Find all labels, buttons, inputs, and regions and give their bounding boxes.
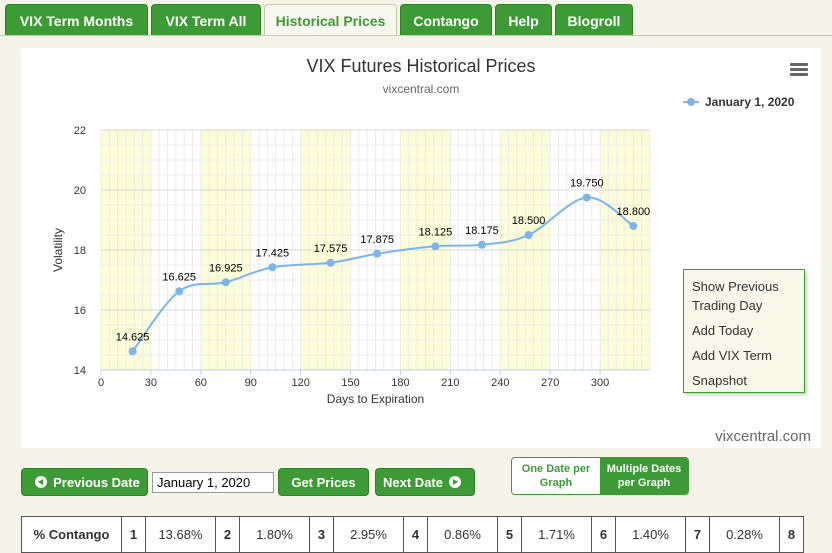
y-tick-label: 16 — [74, 305, 86, 317]
contango-value: 0.86% — [427, 516, 498, 553]
data-point — [175, 287, 184, 296]
x-tick-label: 270 — [541, 377, 559, 389]
x-tick-label: 150 — [341, 377, 359, 389]
tab-blogroll[interactable]: Blogroll — [555, 4, 633, 36]
chart-legend-item[interactable]: January 1, 2020 — [683, 94, 794, 110]
data-label: 17.875 — [360, 234, 394, 246]
contango-value: 1.40% — [615, 516, 686, 553]
data-label: 18.800 — [617, 206, 651, 218]
contango-value: 13.68% — [145, 516, 216, 553]
legend-label: January 1, 2020 — [705, 95, 795, 109]
data-point — [629, 222, 638, 230]
previous-date-button[interactable]: Previous Date — [21, 468, 148, 496]
x-tick-label: 180 — [391, 377, 409, 389]
data-label: 16.925 — [209, 262, 243, 274]
data-label: 18.175 — [465, 225, 499, 237]
table-row: % Contango 1 13.68% 2 1.80% 3 2.95% 4 0.… — [21, 516, 804, 553]
arrow-right-circle-icon — [448, 476, 461, 488]
contango-value: 1.80% — [239, 516, 310, 553]
menu-show-previous-trading-day[interactable]: Show Previous Trading Day — [692, 279, 779, 313]
contango-header: % Contango — [21, 516, 122, 553]
data-point — [431, 242, 440, 251]
x-tick-label: 210 — [441, 377, 459, 389]
contango-value: 0.28% — [709, 516, 780, 553]
data-label: 19.750 — [570, 178, 604, 190]
tab-divider — [0, 35, 832, 36]
data-label: 17.575 — [314, 243, 348, 255]
x-tick-label: 300 — [591, 377, 609, 389]
watermark: vixcentral.com — [715, 428, 811, 445]
month-number: 4 — [403, 516, 428, 553]
contango-table: % Contango 1 13.68% 2 1.80% 3 2.95% 4 0.… — [21, 516, 804, 553]
month-number: 8 — [779, 516, 804, 553]
hamburger-menu-icon[interactable] — [790, 63, 808, 77]
month-number: 3 — [309, 516, 334, 553]
nav-tabs: VIX Term Months VIX Term All Historical … — [0, 0, 832, 36]
x-axis-title: Days to Expiration — [327, 392, 424, 406]
month-number: 1 — [121, 516, 146, 553]
tab-vix-term-all[interactable]: VIX Term All — [151, 4, 261, 36]
previous-date-label: Previous Date — [53, 474, 140, 490]
next-date-label: Next Date — [383, 474, 443, 490]
data-point — [268, 263, 277, 272]
month-number: 2 — [215, 516, 240, 553]
data-point — [128, 347, 137, 356]
menu-add-vix-term[interactable]: Add VIX Term — [692, 348, 772, 363]
arrow-left-circle-icon — [35, 476, 48, 488]
legend-marker-icon — [683, 97, 699, 107]
chart-subtitle: vixcentral.com — [382, 82, 460, 96]
date-input[interactable] — [152, 472, 274, 493]
month-number: 7 — [685, 516, 710, 553]
x-tick-label: 30 — [145, 377, 157, 389]
data-point — [582, 193, 591, 202]
next-date-button[interactable]: Next Date — [375, 468, 475, 496]
x-tick-label: 120 — [291, 377, 309, 389]
graph-mode-toggle: One Date per Graph Multiple Dates per Gr… — [511, 457, 689, 495]
data-point — [326, 258, 335, 267]
menu-snapshot[interactable]: Snapshot — [692, 373, 747, 388]
tab-help[interactable]: Help — [495, 4, 552, 36]
data-label: 18.500 — [512, 215, 546, 227]
multiple-dates-per-graph-option[interactable]: Multiple Dates per Graph — [600, 458, 688, 494]
one-date-per-graph-option[interactable]: One Date per Graph — [512, 458, 600, 494]
tab-vix-term-months[interactable]: VIX Term Months — [5, 4, 148, 36]
data-label: 14.625 — [116, 331, 150, 343]
tab-contango[interactable]: Contango — [400, 4, 492, 36]
data-point — [477, 240, 486, 249]
data-label: 17.425 — [256, 247, 290, 259]
data-label: 16.625 — [162, 271, 196, 283]
x-tick-label: 240 — [491, 377, 509, 389]
chart-canvas: 0 30 60 90 120 150 180 210 240 270 300 14 16 18 20 22 Da… — [51, 125, 651, 406]
x-tick-label: 90 — [245, 377, 257, 389]
x-tick-label: 60 — [195, 377, 207, 389]
tab-historical-prices[interactable]: Historical Prices — [264, 4, 397, 36]
y-tick-label: 14 — [74, 365, 86, 377]
contango-value: 2.95% — [333, 516, 404, 553]
chart-title: VIX Futures Historical Prices — [306, 56, 536, 76]
data-point — [221, 278, 230, 287]
month-number: 6 — [591, 516, 616, 553]
data-point — [373, 249, 382, 258]
menu-add-today[interactable]: Add Today — [692, 323, 754, 338]
y-tick-label: 20 — [74, 185, 86, 197]
x-tick-label: 0 — [98, 377, 104, 389]
y-axis-title: Volatility — [51, 228, 65, 272]
y-tick-label: 18 — [74, 245, 86, 257]
contango-value: 1.71% — [521, 516, 592, 553]
data-label: 18.125 — [419, 226, 453, 238]
y-tick-label: 22 — [74, 125, 86, 137]
get-prices-button[interactable]: Get Prices — [278, 468, 369, 496]
data-point — [524, 231, 533, 239]
chart-context-menu: Show Previous Trading Day Add Today Add … — [683, 269, 805, 393]
month-number: 5 — [497, 516, 522, 553]
chart-panel: 0 30 60 90 120 150 180 210 240 270 300 14 16 18 20 22 Da… — [21, 48, 821, 448]
